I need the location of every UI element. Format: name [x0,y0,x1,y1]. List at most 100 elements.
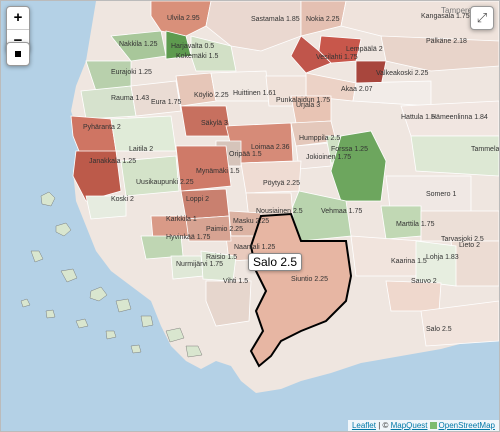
municipality-label: Sastamala 1.85 [251,16,300,23]
region-salo[interactable] [249,212,353,368]
municipality-label: Hyvinkää 1.75 [166,234,210,241]
municipality-label: Karkkila 1 [166,216,197,223]
municipality-label: Hattula 1.5 [401,114,435,121]
layers-icon [15,51,21,57]
layers-button[interactable] [6,42,30,66]
municipality-label: Masku 2.25 [233,218,269,225]
municipality-label: Rauma 1.43 [111,95,149,102]
municipality-label: Loppi 2 [186,196,209,203]
municipality-label: Pälkäne 2.18 [426,38,467,45]
municipality-label: Koski 2 [111,196,134,203]
region-kirkkonummi[interactable] [420,300,499,347]
region-sauvo[interactable] [205,280,252,327]
municipality-label: Köyliö 2.25 [194,92,229,99]
region-vihti[interactable] [415,240,457,287]
region-vehmaa[interactable] [85,195,127,220]
municipality-label: Somero 1 [426,191,456,198]
municipality-label: Urjala 3 [296,102,320,109]
region-rauma[interactable] [80,85,137,120]
municipality-label: Sauvo 2 [411,278,437,285]
municipality-label: Akaa 2.07 [341,86,373,93]
region-tooltip: Salo 2.5 [248,253,303,271]
municipality-label: Janakkala 1.25 [89,158,136,165]
region-sastamala[interactable] [205,1,302,52]
attribution: Leaflet | © MapQuest OpenStreetMap [347,420,499,431]
attribution-sep: | © [375,421,391,430]
municipality-label: Vesilahti 1.75 [316,54,358,61]
municipality-label: Punkalaidun 1.75 [276,97,330,104]
municipality-label: Valkeakoski 2.25 [376,70,429,77]
region-pyharanta[interactable] [70,115,117,157]
municipality-label: Eura 1.75 [151,99,181,106]
fullscreen-icon: ⤢ [476,10,488,25]
region-laitila[interactable] [110,115,177,152]
leaflet-link[interactable]: Leaflet [351,421,376,430]
municipality-label: Kangasala 1.75 [421,13,470,20]
municipality-label: Humppila 2.5 [299,135,340,142]
municipality-label: Loimaa 2.36 [251,144,290,151]
region-lieto[interactable] [185,215,232,242]
osm-icon [429,422,437,430]
region-nousiainen[interactable] [180,188,230,220]
municipality-label: Nousiainen 2.5 [256,208,303,215]
municipality-label: Vehmaa 1.75 [321,208,362,215]
municipality-labels: Ulvila 2.95 Sastamala 1.85 Nokia 2.25 Kanga… [83,13,499,333]
zoom-in-button[interactable]: + [13,9,23,26]
region-mynamaki[interactable] [120,155,180,197]
municipality-label: Kaarina 1.5 [391,258,427,265]
region-eura[interactable] [130,80,182,117]
municipality-label: Marttila 1.75 [396,221,435,228]
municipality-label: Kokemäki 1.5 [176,53,219,60]
city-label-top: Tampere [441,6,473,15]
region-lohja[interactable] [350,235,422,277]
municipality-label: Uusikaupunki 2.25 [136,179,194,186]
region-janakkala[interactable] [410,135,499,177]
municipality-label: Laitila 2 [129,146,153,153]
archipelago [20,191,203,358]
municipality-label: Nokia 2.25 [306,16,340,23]
municipality-label: Tarvasjoki 2.5 [441,236,484,243]
region-kokemaki[interactable] [190,35,237,72]
municipality-label: Lieto 2 [459,242,480,249]
municipality-label: Nurmijärvi 1.75 [176,261,223,268]
municipality-label: Lempäälä 2 [346,46,383,53]
region-lempaala[interactable] [318,35,362,64]
municipality-label: Salo 2.5 [426,326,452,333]
municipality-label: Hämeenlinna 1.84 [431,114,488,121]
region-hyvinkaa[interactable] [420,210,499,242]
municipality-label: Tammela 0.75 [471,146,499,153]
region-siuntio[interactable] [385,280,442,312]
region-hameenlinna[interactable] [400,100,499,137]
region-koylio[interactable] [175,72,217,107]
region-tammela[interactable] [330,130,387,202]
zoom-out-button[interactable]: − [7,29,29,52]
municipality-label: Nakkila 1.25 [119,41,158,48]
municipality-label: Oripää 1.5 [229,151,262,158]
mapquest-link[interactable]: MapQuest [390,421,428,430]
municipality-label: Lohja 1.83 [426,254,459,261]
municipality-label: Siuntio 2.25 [291,276,328,283]
municipality-label: Paimio 2.25 [206,226,243,233]
municipality-label: Harjavalta 0.5 [171,43,214,50]
municipality-label: Forssa 1.25 [331,146,368,153]
municipality-label: Vihti 1.5 [223,278,248,285]
region-koski[interactable] [240,160,302,194]
municipality-label: Jokioinen 1.75 [306,154,351,161]
region-palkane[interactable] [380,35,499,72]
municipality-label: Eurajoki 1.25 [111,69,152,76]
municipality-label: Säkylä 3 [201,120,228,127]
region-poytya[interactable] [175,145,232,192]
municipality-label: Raisio 1.5 [206,254,237,261]
municipality-label: Huittinen 1.61 [233,90,276,97]
municipality-label: Naantali 1.25 [234,244,275,251]
municipality-regions[interactable] [70,1,499,368]
municipality-label: Pöytyä 2.25 [263,180,300,187]
municipality-label: Ulvila 2.95 [167,15,200,22]
region-vesilahti[interactable] [290,35,332,74]
fullscreen-button[interactable]: ⤢ [470,6,494,30]
municipality-label: Pyhäranta 2 [83,124,121,131]
municipality-label: Mynämäki 1.5 [196,168,240,175]
osm-link[interactable]: OpenStreetMap [438,421,495,430]
